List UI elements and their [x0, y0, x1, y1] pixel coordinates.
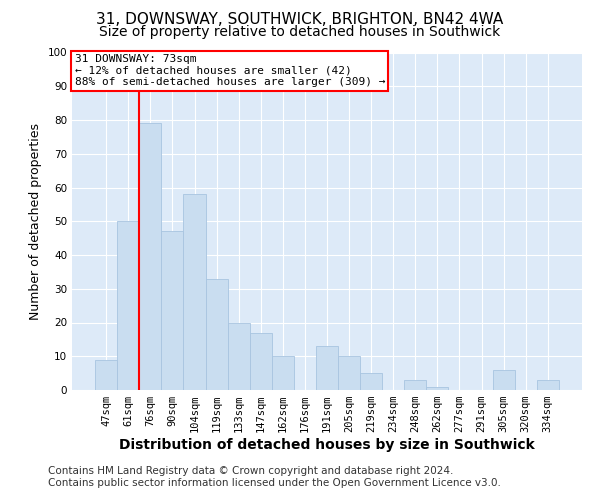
Bar [427, 386, 448, 390]
Bar [161, 232, 184, 390]
Bar [272, 356, 294, 390]
Bar [250, 332, 272, 390]
X-axis label: Distribution of detached houses by size in Southwick: Distribution of detached houses by size … [119, 438, 535, 452]
Text: Contains HM Land Registry data © Crown copyright and database right 2024.
Contai: Contains HM Land Registry data © Crown c… [48, 466, 501, 487]
Bar [95, 360, 117, 390]
Bar [316, 346, 338, 390]
Y-axis label: Number of detached properties: Number of detached properties [29, 122, 42, 320]
Bar [227, 322, 250, 390]
Bar [404, 380, 427, 390]
Bar [338, 356, 360, 390]
Bar [139, 124, 161, 390]
Text: 31 DOWNSWAY: 73sqm
← 12% of detached houses are smaller (42)
88% of semi-detache: 31 DOWNSWAY: 73sqm ← 12% of detached hou… [74, 54, 385, 88]
Bar [117, 221, 139, 390]
Bar [493, 370, 515, 390]
Text: 31, DOWNSWAY, SOUTHWICK, BRIGHTON, BN42 4WA: 31, DOWNSWAY, SOUTHWICK, BRIGHTON, BN42 … [97, 12, 503, 28]
Bar [537, 380, 559, 390]
Bar [184, 194, 206, 390]
Bar [206, 278, 227, 390]
Bar [360, 373, 382, 390]
Text: Size of property relative to detached houses in Southwick: Size of property relative to detached ho… [100, 25, 500, 39]
